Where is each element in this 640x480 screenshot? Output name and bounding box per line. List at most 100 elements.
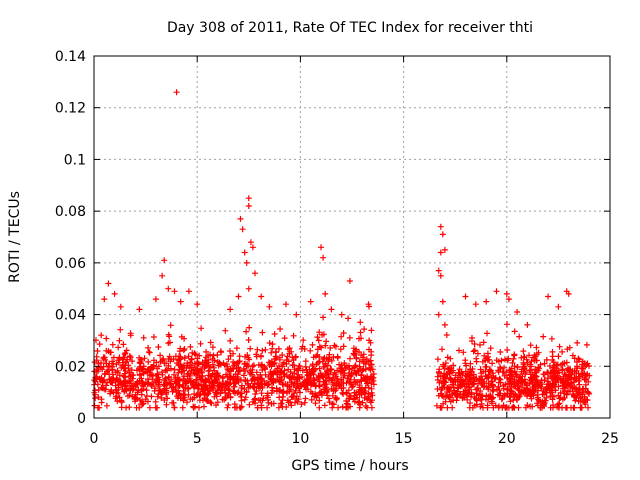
data-point-marker <box>495 404 502 411</box>
y-tick-label: 0.04 <box>55 308 86 324</box>
data-point-marker <box>514 364 521 370</box>
data-point-marker <box>192 371 199 378</box>
data-point-marker <box>222 389 229 396</box>
data-point-marker <box>132 398 138 405</box>
data-point-marker <box>95 394 102 401</box>
data-point-marker <box>474 385 481 392</box>
data-point-marker <box>239 226 246 233</box>
data-point-marker <box>501 391 508 398</box>
data-point-marker <box>538 385 545 391</box>
data-point-marker <box>437 223 444 230</box>
data-point-marker <box>187 362 193 369</box>
data-point-marker <box>266 362 273 369</box>
data-point-marker <box>145 358 152 365</box>
data-point-marker <box>259 329 266 336</box>
data-point-marker <box>540 400 547 407</box>
data-point-marker <box>504 386 511 393</box>
data-point-marker <box>321 402 328 409</box>
data-point-marker <box>116 378 123 384</box>
data-point-marker <box>276 363 282 369</box>
data-point-marker <box>233 345 240 352</box>
data-point-marker <box>235 293 242 300</box>
data-point-marker <box>218 349 225 356</box>
data-point-marker <box>470 348 477 355</box>
data-point-marker <box>295 365 302 372</box>
data-point-marker <box>167 358 174 365</box>
data-point-marker <box>469 338 475 344</box>
data-point-marker <box>571 355 578 362</box>
data-point-marker <box>105 348 112 355</box>
data-point-marker <box>352 362 359 369</box>
y-tick-label: 0.14 <box>55 49 86 65</box>
data-point-marker <box>92 378 99 385</box>
data-point-marker <box>283 301 289 308</box>
data-point-marker <box>157 358 164 365</box>
data-point-marker <box>195 385 202 392</box>
data-point-marker <box>348 370 355 377</box>
data-point-marker <box>524 359 531 366</box>
data-point-marker <box>276 386 283 393</box>
data-point-marker <box>259 347 266 354</box>
data-point-marker <box>235 368 242 375</box>
data-point-marker <box>150 334 157 340</box>
data-point-marker <box>195 360 202 367</box>
data-point-marker <box>105 363 112 370</box>
data-point-marker <box>210 352 217 359</box>
data-point-marker <box>154 404 161 411</box>
data-point-marker <box>205 390 212 397</box>
data-point-marker <box>320 356 327 362</box>
data-point-marker <box>441 321 448 328</box>
data-point-marker <box>252 400 258 407</box>
data-point-marker <box>286 388 293 395</box>
data-point-marker <box>435 267 442 274</box>
data-point-marker <box>302 363 309 370</box>
data-point-marker <box>508 388 515 395</box>
data-point-marker <box>322 360 329 367</box>
data-point-marker <box>237 390 244 397</box>
data-point-marker <box>543 389 550 396</box>
data-point-marker <box>137 366 144 373</box>
data-point-marker <box>323 371 330 378</box>
data-point-marker <box>557 375 564 382</box>
x-tick-label: 15 <box>395 431 413 447</box>
data-point-marker <box>333 395 340 402</box>
data-point-marker <box>279 397 286 404</box>
data-point-marker <box>315 359 322 366</box>
data-point-marker <box>288 348 295 355</box>
data-point-marker <box>309 390 316 397</box>
data-point-marker <box>575 398 582 405</box>
data-point-marker <box>158 395 165 401</box>
data-point-marker <box>476 377 483 384</box>
data-point-marker <box>468 391 475 398</box>
data-point-marker <box>288 375 295 382</box>
data-point-marker <box>514 309 521 315</box>
data-point-marker <box>230 380 237 387</box>
data-point-marker <box>143 387 150 394</box>
data-point-marker <box>566 375 573 381</box>
data-point-marker <box>152 296 159 303</box>
data-point-marker <box>351 389 358 396</box>
data-point-marker <box>279 389 286 396</box>
data-point-marker <box>234 359 241 366</box>
data-point-marker <box>502 356 508 363</box>
data-point-marker <box>497 365 504 372</box>
data-point-marker <box>568 404 574 411</box>
data-point-marker <box>524 402 531 409</box>
data-point-marker <box>316 329 323 336</box>
data-point-marker <box>109 341 116 348</box>
data-point-marker <box>236 353 243 360</box>
data-point-marker <box>323 388 330 394</box>
data-point-marker <box>467 360 474 367</box>
data-point-marker <box>339 403 346 410</box>
data-point-marker <box>258 293 265 300</box>
data-point-marker <box>240 372 247 379</box>
data-point-marker <box>366 337 373 344</box>
data-point-marker <box>580 385 587 392</box>
data-point-marker <box>439 346 445 353</box>
data-point-marker <box>241 386 248 393</box>
data-point-marker <box>574 339 581 346</box>
data-point-marker <box>145 344 152 351</box>
data-point-marker <box>207 373 214 379</box>
data-point-marker <box>201 403 207 410</box>
data-point-marker <box>252 391 259 397</box>
